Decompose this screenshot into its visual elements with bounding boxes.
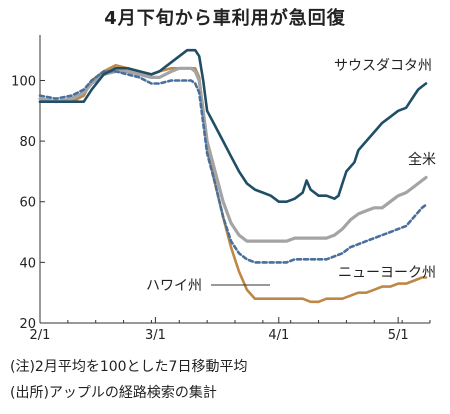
y-tick-label: 20 (19, 317, 36, 332)
axes: 20 40 60 80 100 2/1 3/1 4/1 5/1 (11, 35, 431, 343)
y-tick-label: 60 (19, 196, 36, 211)
x-tick-label: 3/1 (145, 328, 166, 343)
y-tick-label: 80 (19, 135, 36, 150)
series-line-1 (38, 66, 428, 243)
y-tick-label: 40 (19, 256, 36, 271)
y-tick-label: 100 (11, 74, 36, 89)
x-tick-label: 2/1 (30, 328, 51, 343)
footnote-source: (出所)アップルの経路検索の集計 (10, 385, 217, 401)
series-label-2: ニューヨーク州 (338, 265, 436, 281)
footnote-method: (注)2月平均を100とした7日移動平均 (10, 359, 248, 375)
line-chart: 20 40 60 80 100 2/1 3/1 4/1 5/1 サウスダコタ州全米ニューヨーク州… (11, 35, 436, 343)
series-line-2 (38, 70, 428, 264)
series-label-3: ハワイ州 (146, 278, 202, 294)
series-layer (38, 48, 428, 304)
chart-title: 4月下旬から車利用が急回復 (104, 8, 346, 29)
x-tick-label: 4/1 (268, 328, 289, 343)
series-label-1: 全米 (408, 151, 436, 168)
series-line-0 (38, 48, 428, 203)
series-label-0: サウスダコタ州 (334, 58, 432, 74)
x-tick-label: 5/1 (388, 328, 409, 343)
